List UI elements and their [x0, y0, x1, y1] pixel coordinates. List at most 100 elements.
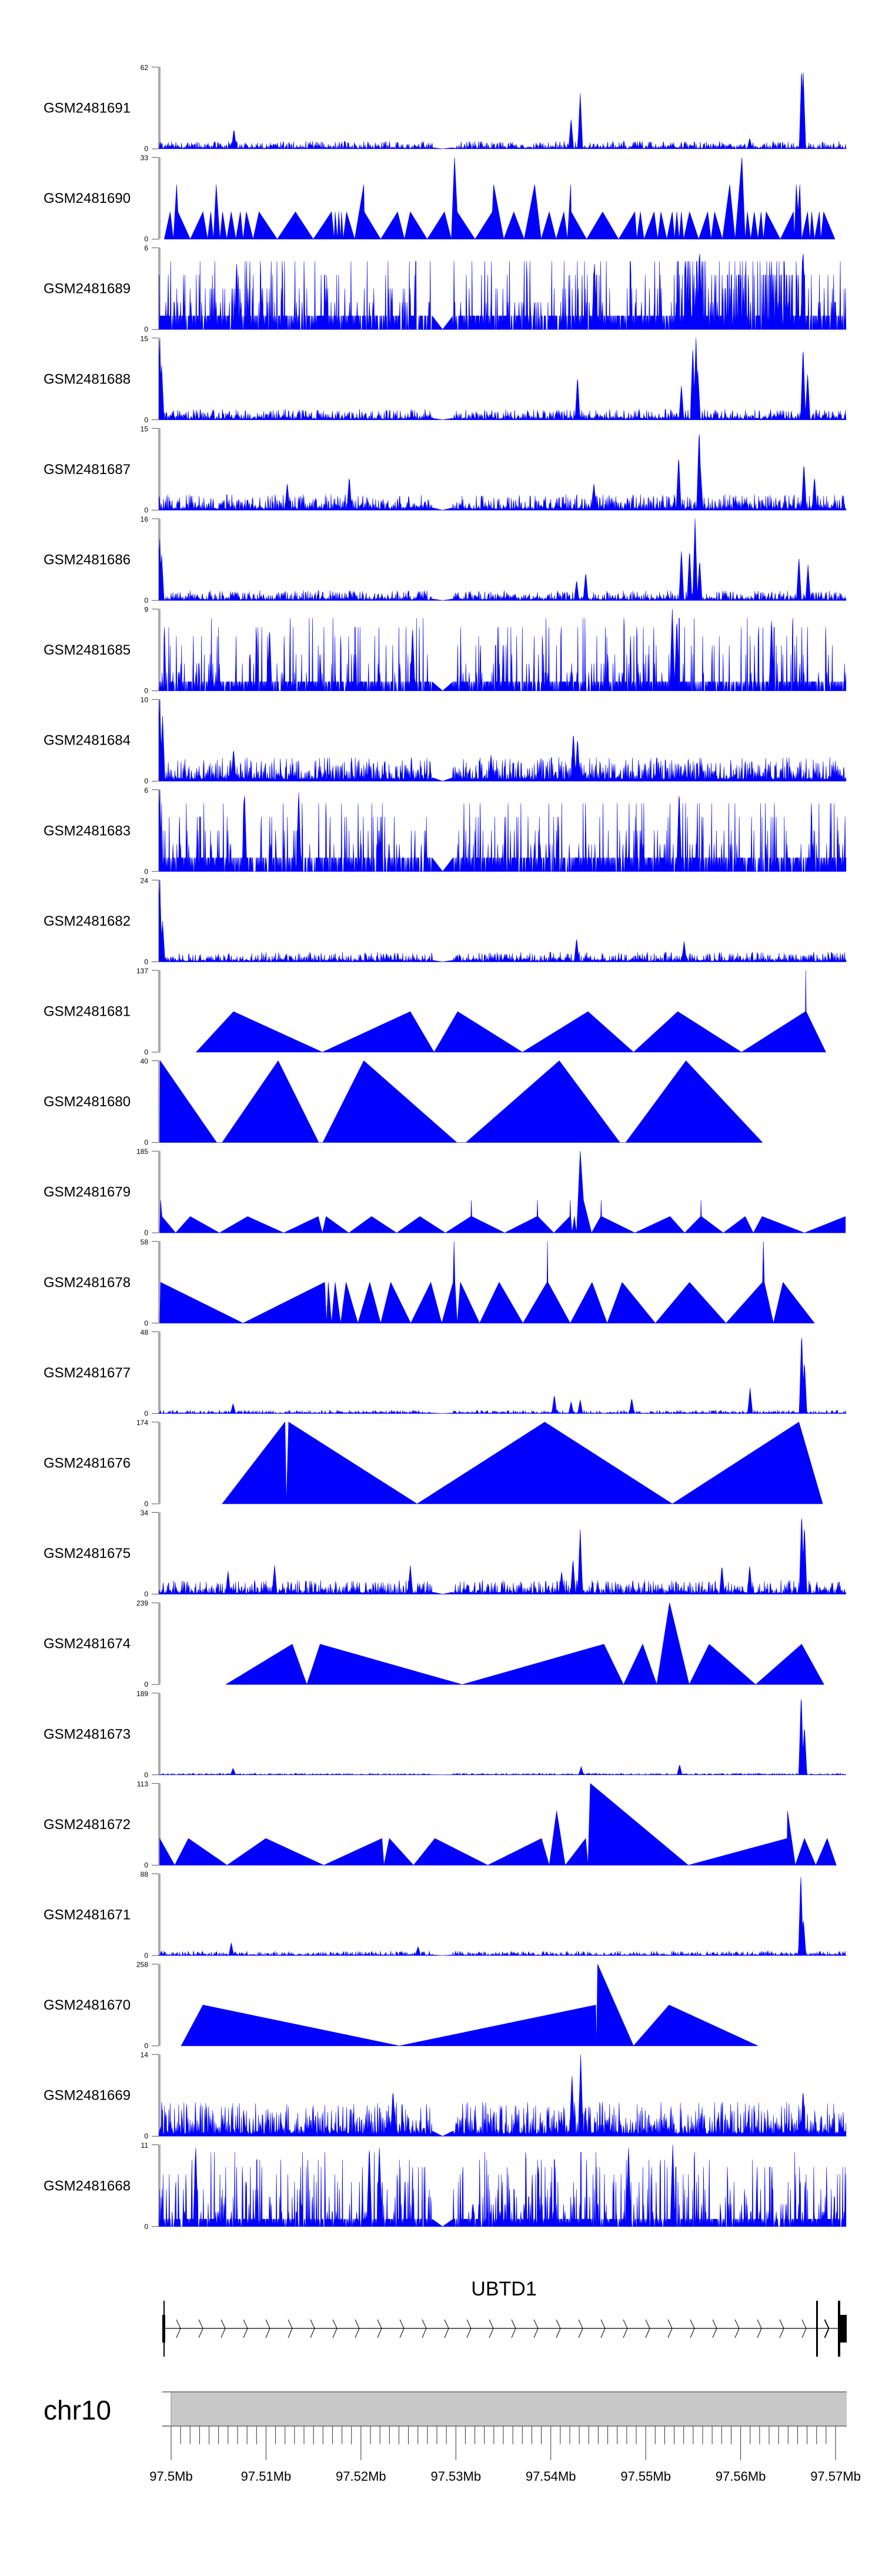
- y-zero-label: 0: [144, 2132, 148, 2140]
- track-GSM2481678: GSM2481678 58 0: [44, 1238, 815, 1327]
- track-GSM2481688: GSM2481688 15 0: [44, 335, 847, 424]
- strand-chevron-icon: [355, 2319, 360, 2338]
- y-zero-label: 0: [144, 1861, 148, 1869]
- y-max-label: 258: [136, 1961, 148, 1969]
- strand-arrows: [176, 2319, 830, 2338]
- track-GSM2481674: GSM2481674 239 0: [44, 1599, 824, 1689]
- y-zero-label: 0: [144, 1048, 148, 1056]
- track-label: GSM2481674: [44, 1636, 131, 1652]
- track-GSM2481673: GSM2481673 189 0: [44, 1690, 847, 1779]
- track-GSM2481683: GSM2481683 6 0: [44, 786, 847, 876]
- track-label: GSM2481671: [44, 1907, 131, 1923]
- tick-label: 97.56Mb: [716, 2469, 766, 2484]
- y-axis: [152, 1873, 159, 1956]
- y-max-label: 34: [141, 1509, 149, 1517]
- track-GSM2481677: GSM2481677 48 0: [44, 1328, 847, 1417]
- track-GSM2481669: GSM2481669 14 0: [44, 2051, 847, 2140]
- y-zero-label: 0: [144, 2223, 148, 2231]
- strand-chevron-icon: [243, 2319, 248, 2338]
- strand-chevron-icon: [824, 2319, 830, 2338]
- track-label: GSM2481670: [44, 1997, 131, 2013]
- strand-chevron-icon: [176, 2319, 181, 2338]
- track-label: GSM2481677: [44, 1365, 131, 1381]
- y-max-label: 9: [144, 606, 148, 614]
- track-label: GSM2481680: [44, 1094, 131, 1110]
- y-zero-label: 0: [144, 1319, 148, 1327]
- y-zero-label: 0: [144, 1139, 148, 1147]
- strand-chevron-icon: [489, 2319, 494, 2338]
- y-zero-label: 0: [144, 957, 148, 966]
- track-GSM2481686: GSM2481686 16 0: [44, 515, 847, 605]
- y-max-label: 113: [137, 1780, 148, 1788]
- strand-chevron-icon: [533, 2319, 539, 2338]
- tick-label: 97.57Mb: [810, 2469, 861, 2484]
- y-axis: [152, 1783, 159, 1866]
- coverage-area: [159, 434, 847, 510]
- track-GSM2481691: GSM2481691 62 0: [44, 64, 847, 153]
- y-max-label: 10: [141, 696, 149, 704]
- y-max-label: 6: [144, 244, 148, 252]
- coverage-area: [159, 880, 847, 962]
- track-label: GSM2481684: [44, 733, 131, 749]
- strand-chevron-icon: [556, 2319, 561, 2338]
- coverage-area: [159, 1877, 847, 1956]
- y-axis: [152, 699, 159, 782]
- y-max-label: 40: [141, 1057, 149, 1066]
- coverage-area: [159, 72, 847, 149]
- coverage-area: [159, 699, 847, 782]
- y-zero-label: 0: [144, 145, 148, 153]
- y-axis: [152, 1150, 159, 1233]
- y-max-label: 62: [141, 64, 149, 72]
- coverage-area: [159, 609, 847, 691]
- y-zero-label: 0: [144, 1500, 148, 1508]
- track-label: GSM2481683: [44, 823, 131, 839]
- track-label: GSM2481679: [44, 1184, 131, 1200]
- y-max-label: 185: [136, 1147, 148, 1156]
- exon-box: [162, 2315, 165, 2343]
- track-GSM2481690: GSM2481690 33 0: [44, 154, 836, 243]
- strand-chevron-icon: [377, 2319, 382, 2338]
- y-max-label: 6: [144, 786, 148, 795]
- tick-label: 97.54Mb: [526, 2469, 576, 2484]
- track-GSM2481681: GSM2481681 137 0: [44, 967, 826, 1056]
- track-GSM2481684: GSM2481684 10 0: [44, 696, 847, 785]
- track-label: GSM2481690: [44, 191, 131, 206]
- y-zero-label: 0: [144, 1590, 148, 1599]
- y-axis: [152, 338, 159, 421]
- track-label: GSM2481669: [44, 2088, 131, 2104]
- strand-chevron-icon: [712, 2319, 717, 2338]
- strand-chevron-icon: [645, 2319, 650, 2338]
- y-axis: [152, 157, 159, 240]
- y-zero-label: 0: [144, 596, 148, 605]
- y-zero-label: 0: [144, 1680, 148, 1689]
- tick-label: 97.53Mb: [430, 2469, 481, 2484]
- y-axis: [152, 609, 159, 692]
- y-max-label: 174: [136, 1419, 148, 1427]
- track-label: GSM2481688: [44, 371, 131, 387]
- y-axis: [152, 1422, 159, 1504]
- strand-chevron-icon: [623, 2319, 628, 2338]
- track-label: GSM2481676: [44, 1456, 131, 1471]
- tick-label: 97.51Mb: [241, 2469, 292, 2484]
- y-axis: [152, 2144, 159, 2227]
- y-axis: [152, 879, 159, 962]
- y-max-label: 137: [136, 967, 148, 975]
- y-zero-label: 0: [144, 1409, 148, 1417]
- track-label: GSM2481685: [44, 642, 131, 658]
- track-GSM2481682: GSM2481682 24 0: [44, 876, 847, 966]
- track-GSM2481680: GSM2481680 40 0: [44, 1057, 763, 1147]
- coverage-area: [164, 157, 836, 240]
- y-max-label: 239: [136, 1599, 148, 1607]
- track-label: GSM2481672: [44, 1817, 131, 1833]
- track-GSM2481676: GSM2481676 174 0: [44, 1419, 823, 1508]
- coverage-area: [159, 1060, 763, 1143]
- track-label: GSM2481681: [44, 1004, 131, 1020]
- coverage-area: [159, 1241, 815, 1324]
- coverage-area: [159, 338, 847, 421]
- strand-chevron-icon: [198, 2319, 203, 2338]
- track-GSM2481672: GSM2481672 113 0: [44, 1780, 837, 1869]
- coverage-area: [195, 970, 826, 1053]
- y-max-label: 33: [141, 154, 149, 162]
- y-max-label: 88: [141, 1870, 149, 1878]
